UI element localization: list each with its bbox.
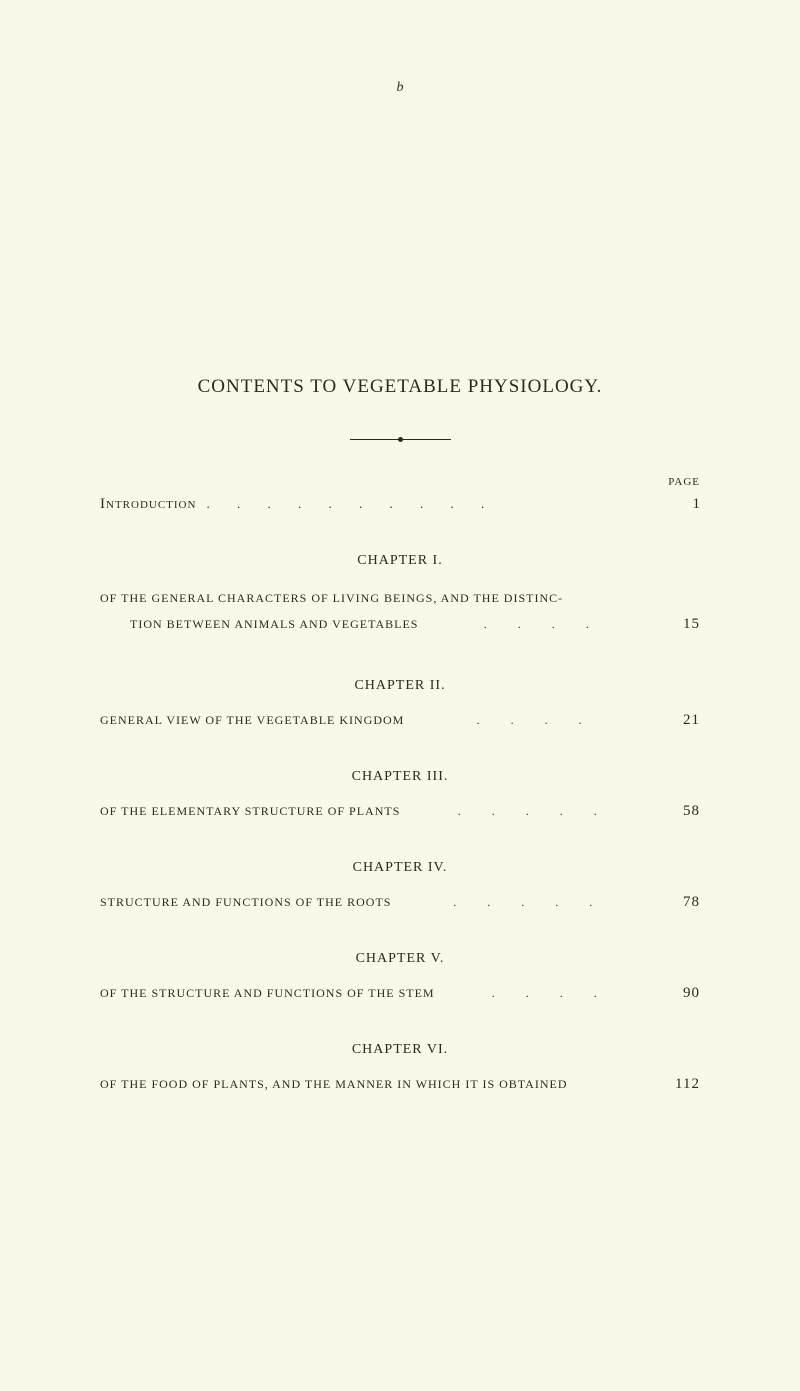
chapter-entry-text: OF THE STRUCTURE AND FUNCTIONS OF THE ST…: [100, 985, 700, 1002]
chapter-line1: OF THE STRUCTURE AND FUNCTIONS OF THE ST…: [100, 986, 435, 1001]
chapter-heading: CHAPTER III.: [100, 769, 700, 785]
chapter-entry-text: OF THE GENERAL CHARACTERS OF LIVING BEIN…: [100, 587, 700, 638]
chapter-page: 58: [660, 803, 700, 820]
chapter-1: CHAPTER I. OF THE GENERAL CHARACTERS OF …: [100, 553, 700, 638]
chapter-2: CHAPTER II. GENERAL VIEW OF THE VEGETABL…: [100, 678, 700, 729]
chapter-entry-text: OF THE FOOD OF PLANTS, AND THE MANNER IN…: [100, 1076, 700, 1093]
leader-dots: . . . .: [484, 613, 603, 636]
leader-dots: . . . .: [492, 986, 611, 1001]
chapter-heading: CHAPTER II.: [100, 678, 700, 694]
chapter-line1: STRUCTURE AND FUNCTIONS OF THE ROOTS: [100, 895, 391, 910]
chapter-page: 112: [660, 1076, 700, 1093]
introduction-entry: Introduction . . . . . . . . . . 1: [100, 496, 700, 513]
chapter-entry-text: STRUCTURE AND FUNCTIONS OF THE ROOTS . .…: [100, 894, 700, 911]
chapter-heading: CHAPTER VI.: [100, 1042, 700, 1058]
page-column-header: PAGE: [100, 476, 700, 488]
chapter-line2: TION BETWEEN ANIMALS AND VEGETABLES: [130, 613, 418, 636]
introduction-page: 1: [660, 496, 700, 513]
chapter-4: CHAPTER IV. STRUCTURE AND FUNCTIONS OF T…: [100, 860, 700, 911]
chapter-entry-text: OF THE ELEMENTARY STRUCTURE OF PLANTS . …: [100, 803, 700, 820]
chapter-3: CHAPTER III. OF THE ELEMENTARY STRUCTURE…: [100, 769, 700, 820]
chapter-page: 21: [660, 712, 700, 729]
chapter-6: CHAPTER VI. OF THE FOOD OF PLANTS, AND T…: [100, 1042, 700, 1093]
chapter-page: 90: [660, 985, 700, 1002]
chapter-entry-text: GENERAL VIEW OF THE VEGETABLE KINGDOM . …: [100, 712, 700, 729]
chapter-5: CHAPTER V. OF THE STRUCTURE AND FUNCTION…: [100, 951, 700, 1002]
leader-dots: . . . . .: [458, 804, 611, 819]
chapter-heading: CHAPTER IV.: [100, 860, 700, 876]
chapter-line1: OF THE ELEMENTARY STRUCTURE OF PLANTS: [100, 804, 400, 819]
chapter-page: 15: [660, 610, 700, 639]
leader-dots: . . . .: [477, 713, 596, 728]
top-mark: b: [100, 80, 700, 96]
chapter-heading: CHAPTER V.: [100, 951, 700, 967]
leader-dots: . . . . .: [453, 895, 606, 910]
introduction-label: Introduction: [100, 496, 196, 513]
chapter-line1: OF THE GENERAL CHARACTERS OF LIVING BEIN…: [100, 587, 700, 610]
chapter-line1: OF THE FOOD OF PLANTS, AND THE MANNER IN…: [100, 1077, 568, 1092]
divider: [100, 430, 700, 448]
main-title: CONTENTS TO VEGETABLE PHYSIOLOGY.: [100, 376, 700, 398]
chapter-page: 78: [660, 894, 700, 911]
chapter-line1: GENERAL VIEW OF THE VEGETABLE KINGDOM: [100, 713, 404, 728]
leader-dots: . . . . . . . . . .: [206, 496, 660, 512]
chapter-heading: CHAPTER I.: [100, 553, 700, 569]
